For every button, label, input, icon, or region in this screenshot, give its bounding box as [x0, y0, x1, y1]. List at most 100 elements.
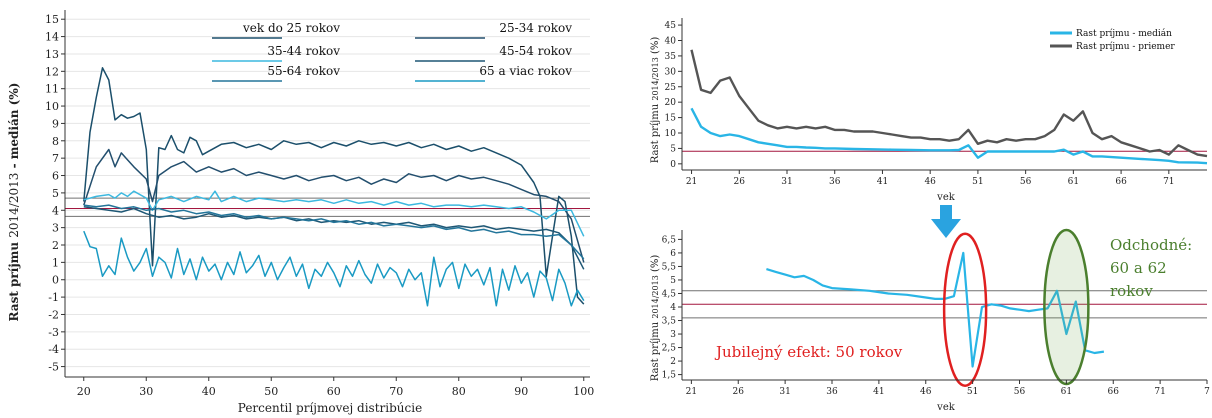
chart-b-y-axis-title: Rast príjmu 2014/2013 (%)	[650, 37, 661, 164]
x-tick-label: 70	[389, 385, 403, 398]
y-tick-label: 6,5	[662, 235, 677, 245]
x-tick-label: 50	[264, 385, 278, 398]
x-tick-label: 41	[873, 387, 884, 397]
y-tick-label: 25	[665, 83, 677, 93]
x-tick-label: 60	[327, 385, 341, 398]
y-tick-label: 40	[665, 37, 677, 47]
x-tick-label: 36	[829, 177, 841, 187]
legend-label: 35-44 rokov	[267, 44, 340, 58]
chart-b-x-ticks: 21 26 31 36 41 46 51 56 61 66 71	[686, 170, 1175, 187]
x-tick-label: 61	[1061, 387, 1072, 397]
x-tick-label: 100	[573, 385, 594, 398]
x-tick-label: 51	[972, 177, 983, 187]
x-tick-label: 21	[686, 177, 697, 187]
chart-a-legend: vek do 25 rokov 25-34 rokov 35-44 rokov 45-…	[212, 21, 572, 82]
chart-c-series	[766, 251, 1105, 368]
chart-b-x-axis-title: vek	[936, 192, 956, 203]
chart-a-series	[83, 67, 585, 307]
chart-c-highlight-ellipses	[942, 228, 1090, 387]
y-tick-label: 14	[45, 31, 59, 44]
y-tick-label: 5,5	[662, 262, 677, 272]
y-tick-label: 5	[52, 187, 59, 200]
chart-b-series	[690, 49, 1208, 165]
legend-label: 45-54 rokov	[499, 44, 572, 58]
chart-c-x-ticks: 21 26 31 36 41 46 51 56 61 66 71 7	[686, 380, 1210, 397]
y-tick-label: 10	[665, 129, 677, 139]
x-tick-label: 71	[1163, 177, 1174, 187]
chart-c-x-axis-title: vek	[936, 402, 956, 413]
y-tick-label: 7	[52, 152, 59, 165]
y-tick-label: 9	[52, 117, 59, 130]
y-tick-label: -1	[48, 291, 59, 304]
chart-b-axes	[681, 18, 1207, 171]
y-tick-label: 11	[45, 83, 59, 96]
legend-label: Rast príjmu - priemer	[1076, 41, 1175, 52]
ellipse-jubilee	[942, 232, 988, 387]
x-tick-label: 40	[202, 385, 216, 398]
chart-age-median-zoom: 21 26 31 36 41 46 51 56 61 66 71 7 1,522,533,544,55…	[650, 228, 1210, 413]
series-line-1	[83, 148, 585, 263]
chart-c-axes	[681, 230, 1207, 381]
y-tick-label: -3	[48, 326, 59, 339]
x-tick-label: 30	[139, 385, 153, 398]
chart-age-median-mean: 21 26 31 36 41 46 51 56 61 66 71 0 5 10 15 20 25 30 35 40 4…	[650, 18, 1208, 203]
x-tick-label: 61	[1068, 177, 1079, 187]
series-line-0	[766, 251, 1105, 368]
series-line-0	[690, 107, 1208, 165]
x-tick-label: 7	[1204, 387, 1210, 397]
chart-a-reference-lines	[65, 197, 590, 217]
y-tick-label: -4	[48, 343, 59, 356]
down-arrow-icon	[931, 205, 961, 238]
x-tick-label: 26	[733, 387, 745, 397]
x-tick-label: 20	[77, 385, 91, 398]
x-tick-label: 80	[452, 385, 466, 398]
legend-label: vek do 25 rokov	[242, 21, 340, 35]
series-line-2	[83, 190, 585, 237]
chart-a-gridlines	[65, 18, 590, 368]
chart-c-y-axis-title: Rast príjmu 2014/2013 (%)	[650, 255, 661, 382]
y-tick-label: 30	[665, 67, 677, 77]
y-tick-label: 13	[45, 48, 59, 61]
y-tick-label: 15	[45, 13, 59, 26]
y-tick-label: 5	[670, 276, 676, 286]
y-tick-label: 6	[670, 249, 676, 259]
y-tick-label: 0	[52, 274, 59, 287]
x-tick-label: 90	[514, 385, 528, 398]
y-tick-label: 45	[665, 21, 677, 31]
y-tick-label: 3	[670, 330, 676, 340]
x-tick-label: 51	[967, 387, 978, 397]
x-tick-label: 66	[1108, 387, 1120, 397]
chart-a-y-axis-title: Rast príjmu 2014/2013 - medián (%)	[7, 83, 21, 322]
series-line-5	[83, 230, 585, 307]
y-tick-label: 4	[670, 303, 676, 313]
y-tick-label: 2	[52, 239, 59, 252]
series-line-3	[83, 206, 585, 270]
x-tick-label: 46	[920, 387, 932, 397]
y-tick-label: 3	[52, 222, 59, 235]
annotation-severance: Odchodné: 60 a 62 rokov	[1110, 236, 1197, 300]
y-tick-label: 10	[45, 100, 59, 113]
y-tick-label: -2	[48, 308, 59, 321]
y-tick-label: 35	[665, 52, 677, 62]
y-tick-label: 15	[665, 114, 677, 124]
y-tick-label: 1,5	[662, 371, 677, 381]
x-tick-label: 56	[1020, 177, 1032, 187]
y-tick-label: 0	[670, 160, 676, 170]
y-tick-label: 2	[670, 357, 676, 367]
legend-label: 65 a viac rokov	[479, 64, 572, 78]
chart-a-x-axis-title: Percentil príjmovej distribúcie	[238, 401, 422, 415]
x-tick-label: 36	[826, 387, 838, 397]
series-line-0	[83, 67, 585, 305]
chart-a-x-ticks: 20 30 40 50 60 70 80 90 100	[77, 377, 594, 398]
series-line-1	[690, 49, 1208, 158]
x-tick-label: 41	[877, 177, 888, 187]
x-tick-label: 56	[1014, 387, 1026, 397]
x-tick-label: 26	[734, 177, 746, 187]
y-tick-label: 1	[52, 256, 59, 269]
chart-c-y-ticks: 1,5 2 2,5 3 3,5 4 4,5 5 5,5 6 6,5	[662, 235, 682, 381]
chart-b-legend: Rast príjmu - medián Rast príjmu - prieme…	[1050, 28, 1175, 52]
series-line-4	[83, 204, 585, 260]
annotation-jubilee-effect: Jubilejný efekt: 50 rokov	[714, 343, 903, 361]
x-tick-label: 21	[686, 387, 697, 397]
